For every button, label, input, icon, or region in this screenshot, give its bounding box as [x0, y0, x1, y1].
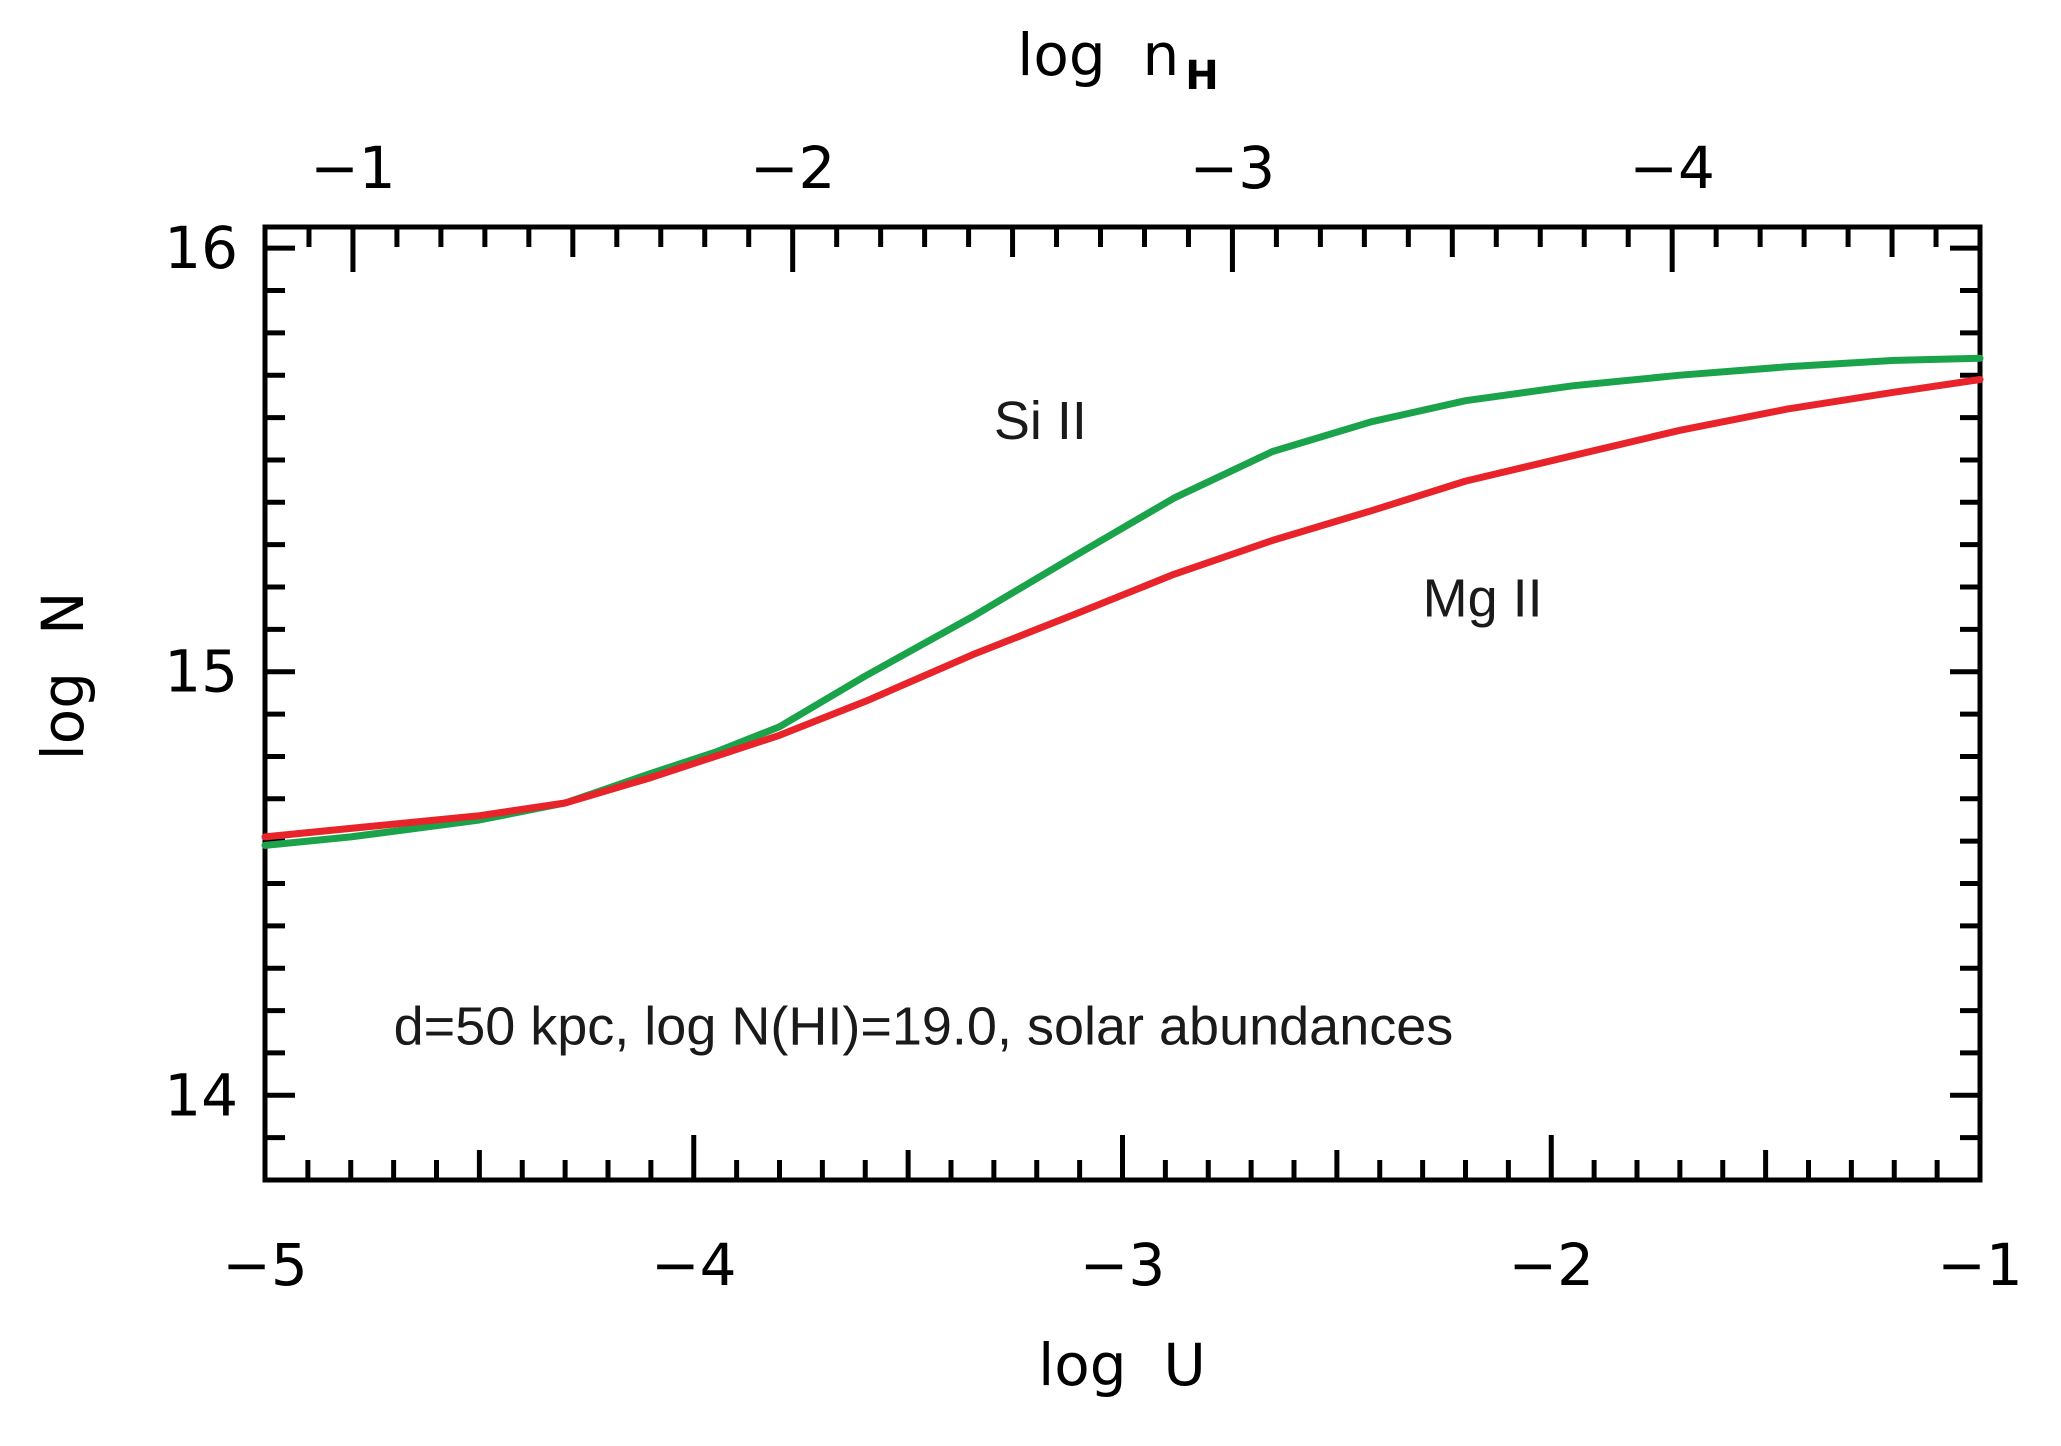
left-axis-tick-labels: 14 15 16 [164, 214, 238, 1129]
series-lines [261, 354, 1984, 849]
series-label-si-ii: Si II [994, 391, 1087, 451]
bottom-axis-ticks [262, 1135, 1983, 1180]
y-tick-label: 15 [164, 638, 238, 706]
y-tick-label: 14 [164, 1061, 238, 1129]
top-tick-label: −3 [1190, 134, 1276, 202]
x-axis-label: log U [1038, 1331, 1206, 1399]
top-axis-label-subscript: H [1185, 53, 1218, 99]
x-tick-label: −4 [651, 1231, 737, 1299]
x-tick-label: −5 [222, 1231, 308, 1299]
series-line-mg-ii [261, 376, 1984, 841]
top-tick-label: −1 [310, 134, 396, 202]
series-label-mg-ii: Mg II [1423, 569, 1543, 629]
top-axis-tick-labels: −1 −2 −3 −4 [310, 134, 1715, 202]
y-tick-label: 16 [164, 214, 238, 282]
annotation-text: d=50 kpc, log N(HI)=19.0, solar abundanc… [394, 996, 1454, 1056]
x-tick-label: −2 [1509, 1231, 1595, 1299]
right-axis-ticks [1950, 245, 1980, 1141]
series-line-si-ii [261, 354, 1984, 849]
left-axis-ticks [265, 245, 295, 1141]
x-tick-label: −3 [1080, 1231, 1166, 1299]
top-axis-ticks [262, 227, 1983, 272]
top-tick-label: −4 [1629, 134, 1715, 202]
y-axis-label: log N [29, 592, 97, 761]
bottom-axis-tick-labels: −5 −4 −3 −2 −1 [222, 1231, 2023, 1299]
x-tick-label: −1 [1937, 1231, 2023, 1299]
top-axis-label-main: log n [1017, 21, 1179, 89]
top-tick-label: −2 [750, 134, 836, 202]
